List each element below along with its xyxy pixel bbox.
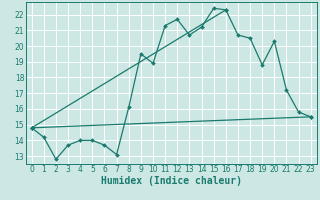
X-axis label: Humidex (Indice chaleur): Humidex (Indice chaleur) bbox=[101, 176, 242, 186]
